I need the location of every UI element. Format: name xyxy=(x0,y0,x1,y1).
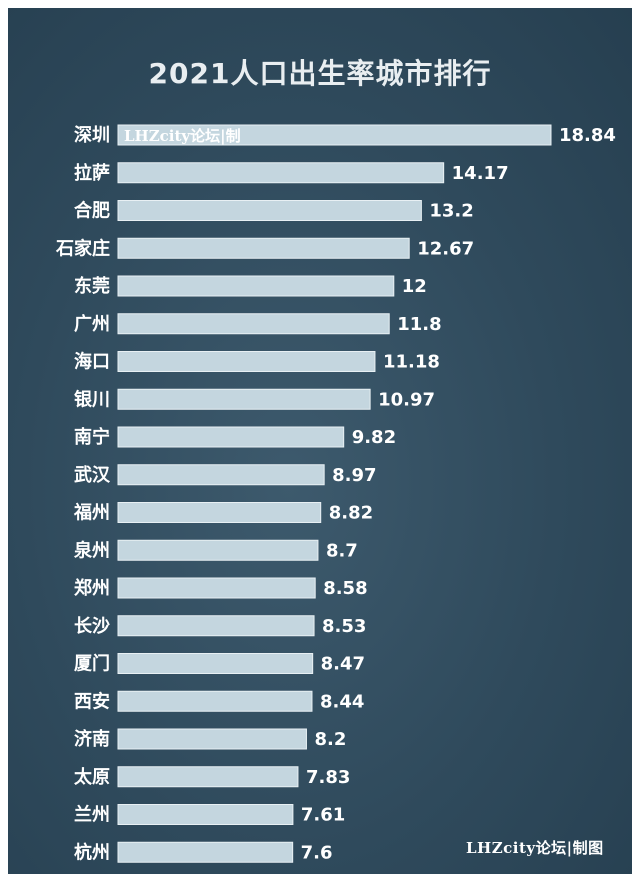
value-label: 13.2 xyxy=(429,201,473,222)
category-label: 深圳 xyxy=(74,124,110,146)
chart-title: 2021人口出生率城市排行 xyxy=(148,57,492,90)
value-label: 7.6 xyxy=(301,842,333,863)
value-label: 18.84 xyxy=(559,125,616,146)
bar xyxy=(117,426,345,448)
category-label: 海口 xyxy=(74,351,110,373)
category-label: 东莞 xyxy=(74,275,110,297)
bar-chart: 深圳 18.84 LHZcity论坛|制拉萨 14.17 合肥 13.2 石家庄 12.67 东… xyxy=(55,124,616,863)
bar xyxy=(117,464,325,486)
value-label: 12 xyxy=(402,276,427,297)
category-label: 厦门 xyxy=(74,653,110,675)
bar xyxy=(117,275,395,297)
category-label: 西安 xyxy=(74,690,110,712)
value-label: 8.7 xyxy=(326,540,358,561)
bar xyxy=(117,162,445,184)
bar xyxy=(117,804,294,825)
value-label: 8.44 xyxy=(320,691,364,712)
bar xyxy=(117,577,316,599)
bar xyxy=(117,690,313,712)
category-label: 拉萨 xyxy=(74,162,110,184)
bar xyxy=(117,200,422,221)
watermark-bottom-right: LHZcity论坛|制图 xyxy=(466,839,604,857)
category-label: 太原 xyxy=(74,766,110,788)
category-label: 济南 xyxy=(74,728,110,750)
category-label: 长沙 xyxy=(74,616,110,637)
category-label: 郑州 xyxy=(74,577,110,599)
category-label: 合肥 xyxy=(74,200,110,222)
bar xyxy=(117,766,299,788)
watermark-in-bar: LHZcity论坛|制 xyxy=(124,127,241,145)
value-label: 14.17 xyxy=(452,163,509,184)
bar xyxy=(117,124,552,146)
bar xyxy=(117,728,307,750)
category-label: 石家庄 xyxy=(55,237,110,259)
value-label: 9.82 xyxy=(352,427,396,448)
category-label: 杭州 xyxy=(74,841,110,863)
bar xyxy=(117,653,314,674)
category-label: 广州 xyxy=(74,313,110,335)
bar xyxy=(117,313,390,335)
value-label: 8.2 xyxy=(314,729,346,750)
bar xyxy=(117,539,319,561)
value-label: 8.82 xyxy=(329,503,373,524)
value-label: 8.53 xyxy=(322,616,366,637)
category-label: 兰州 xyxy=(74,804,110,826)
category-label: 武汉 xyxy=(74,465,111,486)
category-label: 泉州 xyxy=(74,539,110,561)
bar xyxy=(117,237,410,259)
value-label: 7.83 xyxy=(306,767,350,788)
category-label: 银川 xyxy=(74,388,110,410)
value-label: 10.97 xyxy=(378,389,435,410)
category-label: 南宁 xyxy=(74,426,110,448)
category-label: 福州 xyxy=(73,502,110,524)
value-label: 8.58 xyxy=(323,578,367,599)
bar xyxy=(117,615,315,637)
bar xyxy=(117,502,322,523)
chart-panel: 2021人口出生率城市排行 深圳 18.84 LHZcity论坛|制 拉萨 14.17 合… xyxy=(8,8,632,874)
value-label: 12.67 xyxy=(417,238,474,259)
value-label: 7.61 xyxy=(301,805,345,826)
value-label: 8.97 xyxy=(332,465,376,486)
bar xyxy=(117,388,371,410)
value-label: 11.8 xyxy=(397,314,441,335)
bar xyxy=(117,841,294,863)
bar xyxy=(117,351,376,372)
value-label: 11.18 xyxy=(383,352,440,373)
value-label: 8.47 xyxy=(321,654,365,675)
